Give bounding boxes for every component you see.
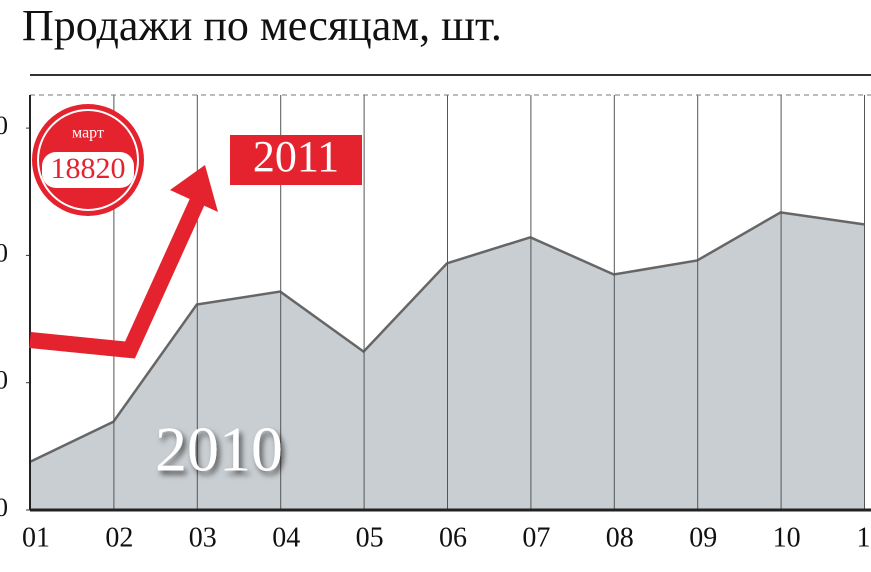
label-box-2011 [230, 135, 362, 185]
chart-title: Продажи по месяцам, шт. [22, 1, 502, 50]
x-tick-label: 03 [189, 522, 217, 553]
x-tick-label: 02 [105, 522, 133, 553]
badge-month: март [72, 125, 104, 142]
y-tick-label: 0 [0, 366, 8, 395]
y-tick-label: 0 [0, 111, 8, 140]
x-tick-label: 10 [773, 522, 801, 553]
arrow-2011 [29, 165, 218, 359]
badge-value: 18820 [51, 152, 126, 185]
x-tick-label: 11 [857, 522, 871, 553]
x-tick-label: 01 [22, 522, 50, 553]
plot: 0 0 0 0 01 02 03 04 05 06 07 08 09 10 11 [0, 94, 871, 553]
x-tick-label: 06 [439, 522, 467, 553]
x-tick-label: 05 [356, 522, 384, 553]
x-tick-label: 08 [606, 522, 634, 553]
label-2011: 2011 [253, 132, 339, 181]
label-2010: 2010 [155, 414, 283, 485]
x-tick-label: 07 [522, 522, 550, 553]
x-tick-label: 04 [272, 522, 300, 553]
badge [32, 104, 144, 216]
y-tick-label: 0 [0, 238, 8, 267]
y-tick-label: 0 [0, 493, 8, 522]
x-tick-label: 09 [689, 522, 717, 553]
